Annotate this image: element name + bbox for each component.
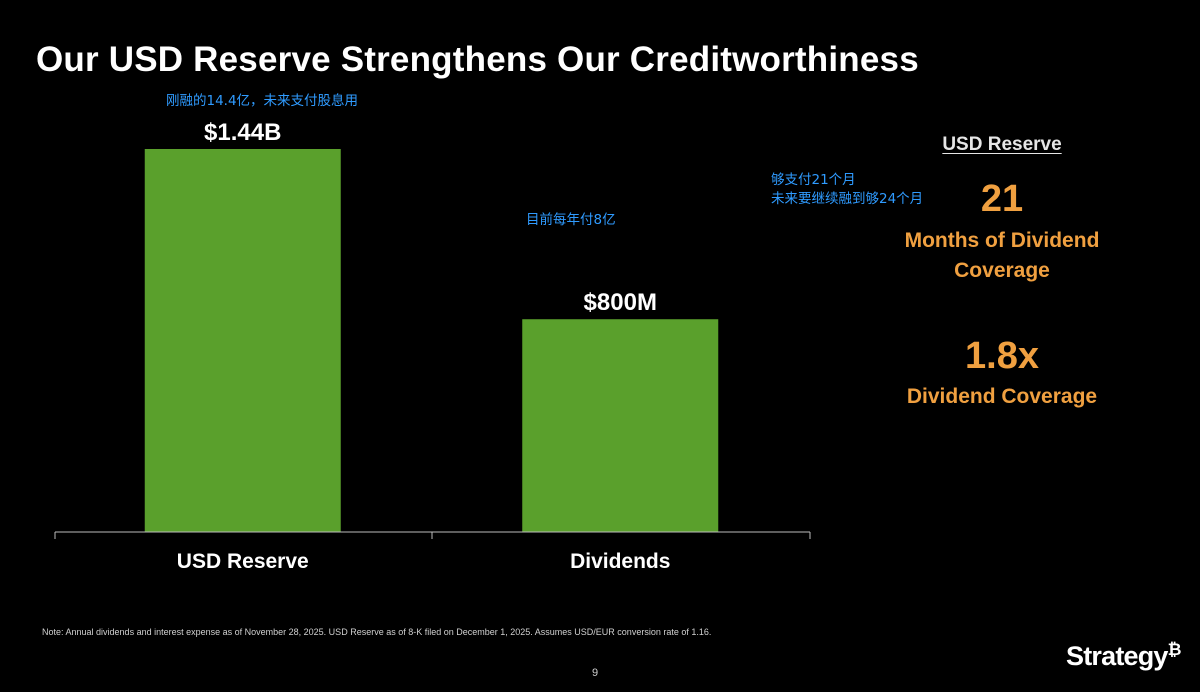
dividends-annotation: 目前每年付8亿 [526, 212, 616, 228]
dividend-coverage-value: 1.8x [965, 335, 1039, 377]
labels-layer: $1.44B USD Reserve $800M Dividends [177, 119, 671, 573]
coverage-annotation-line-1: 够支付21个月 [771, 172, 856, 188]
months-coverage-label-line-2: Coverage [954, 259, 1050, 282]
data-label-dividends: $800M [584, 289, 657, 316]
reserve-annotation: 刚融的14.4亿，未来支付股息用 [166, 93, 359, 109]
footnote: Note: Annual dividends and interest expe… [42, 627, 712, 637]
kpi-heading: USD Reserve [942, 134, 1062, 155]
bars-layer [144, 149, 719, 532]
bar-usd-reserve [144, 149, 341, 532]
dividend-coverage-label: Dividend Coverage [906, 385, 1098, 408]
data-label-usd-reserve: $1.44B [204, 119, 281, 146]
x-tick-label-dividends: Dividends [570, 550, 670, 573]
logo-text: Strategy [1066, 641, 1168, 671]
coverage-annotation: 够支付21个月 未来要继续融到够24个月 [771, 171, 923, 209]
slide-title: Our USD Reserve Strengthens Our Creditwo… [36, 40, 919, 79]
bitcoin-logo-icon: ₿ [1167, 640, 1182, 659]
page-number: 9 [591, 667, 599, 679]
months-coverage-label: Months of Dividend Coverage [862, 226, 1142, 286]
strategy-logo: Strategy₿ [1066, 640, 1182, 672]
months-coverage-label-line-1: Months of Dividend [904, 229, 1100, 252]
bar-dividends [522, 319, 719, 532]
coverage-annotation-line-2: 未来要继续融到够24个月 [771, 191, 924, 207]
months-coverage-value: 21 [980, 178, 1024, 220]
x-tick-label-usd-reserve: USD Reserve [177, 550, 309, 573]
